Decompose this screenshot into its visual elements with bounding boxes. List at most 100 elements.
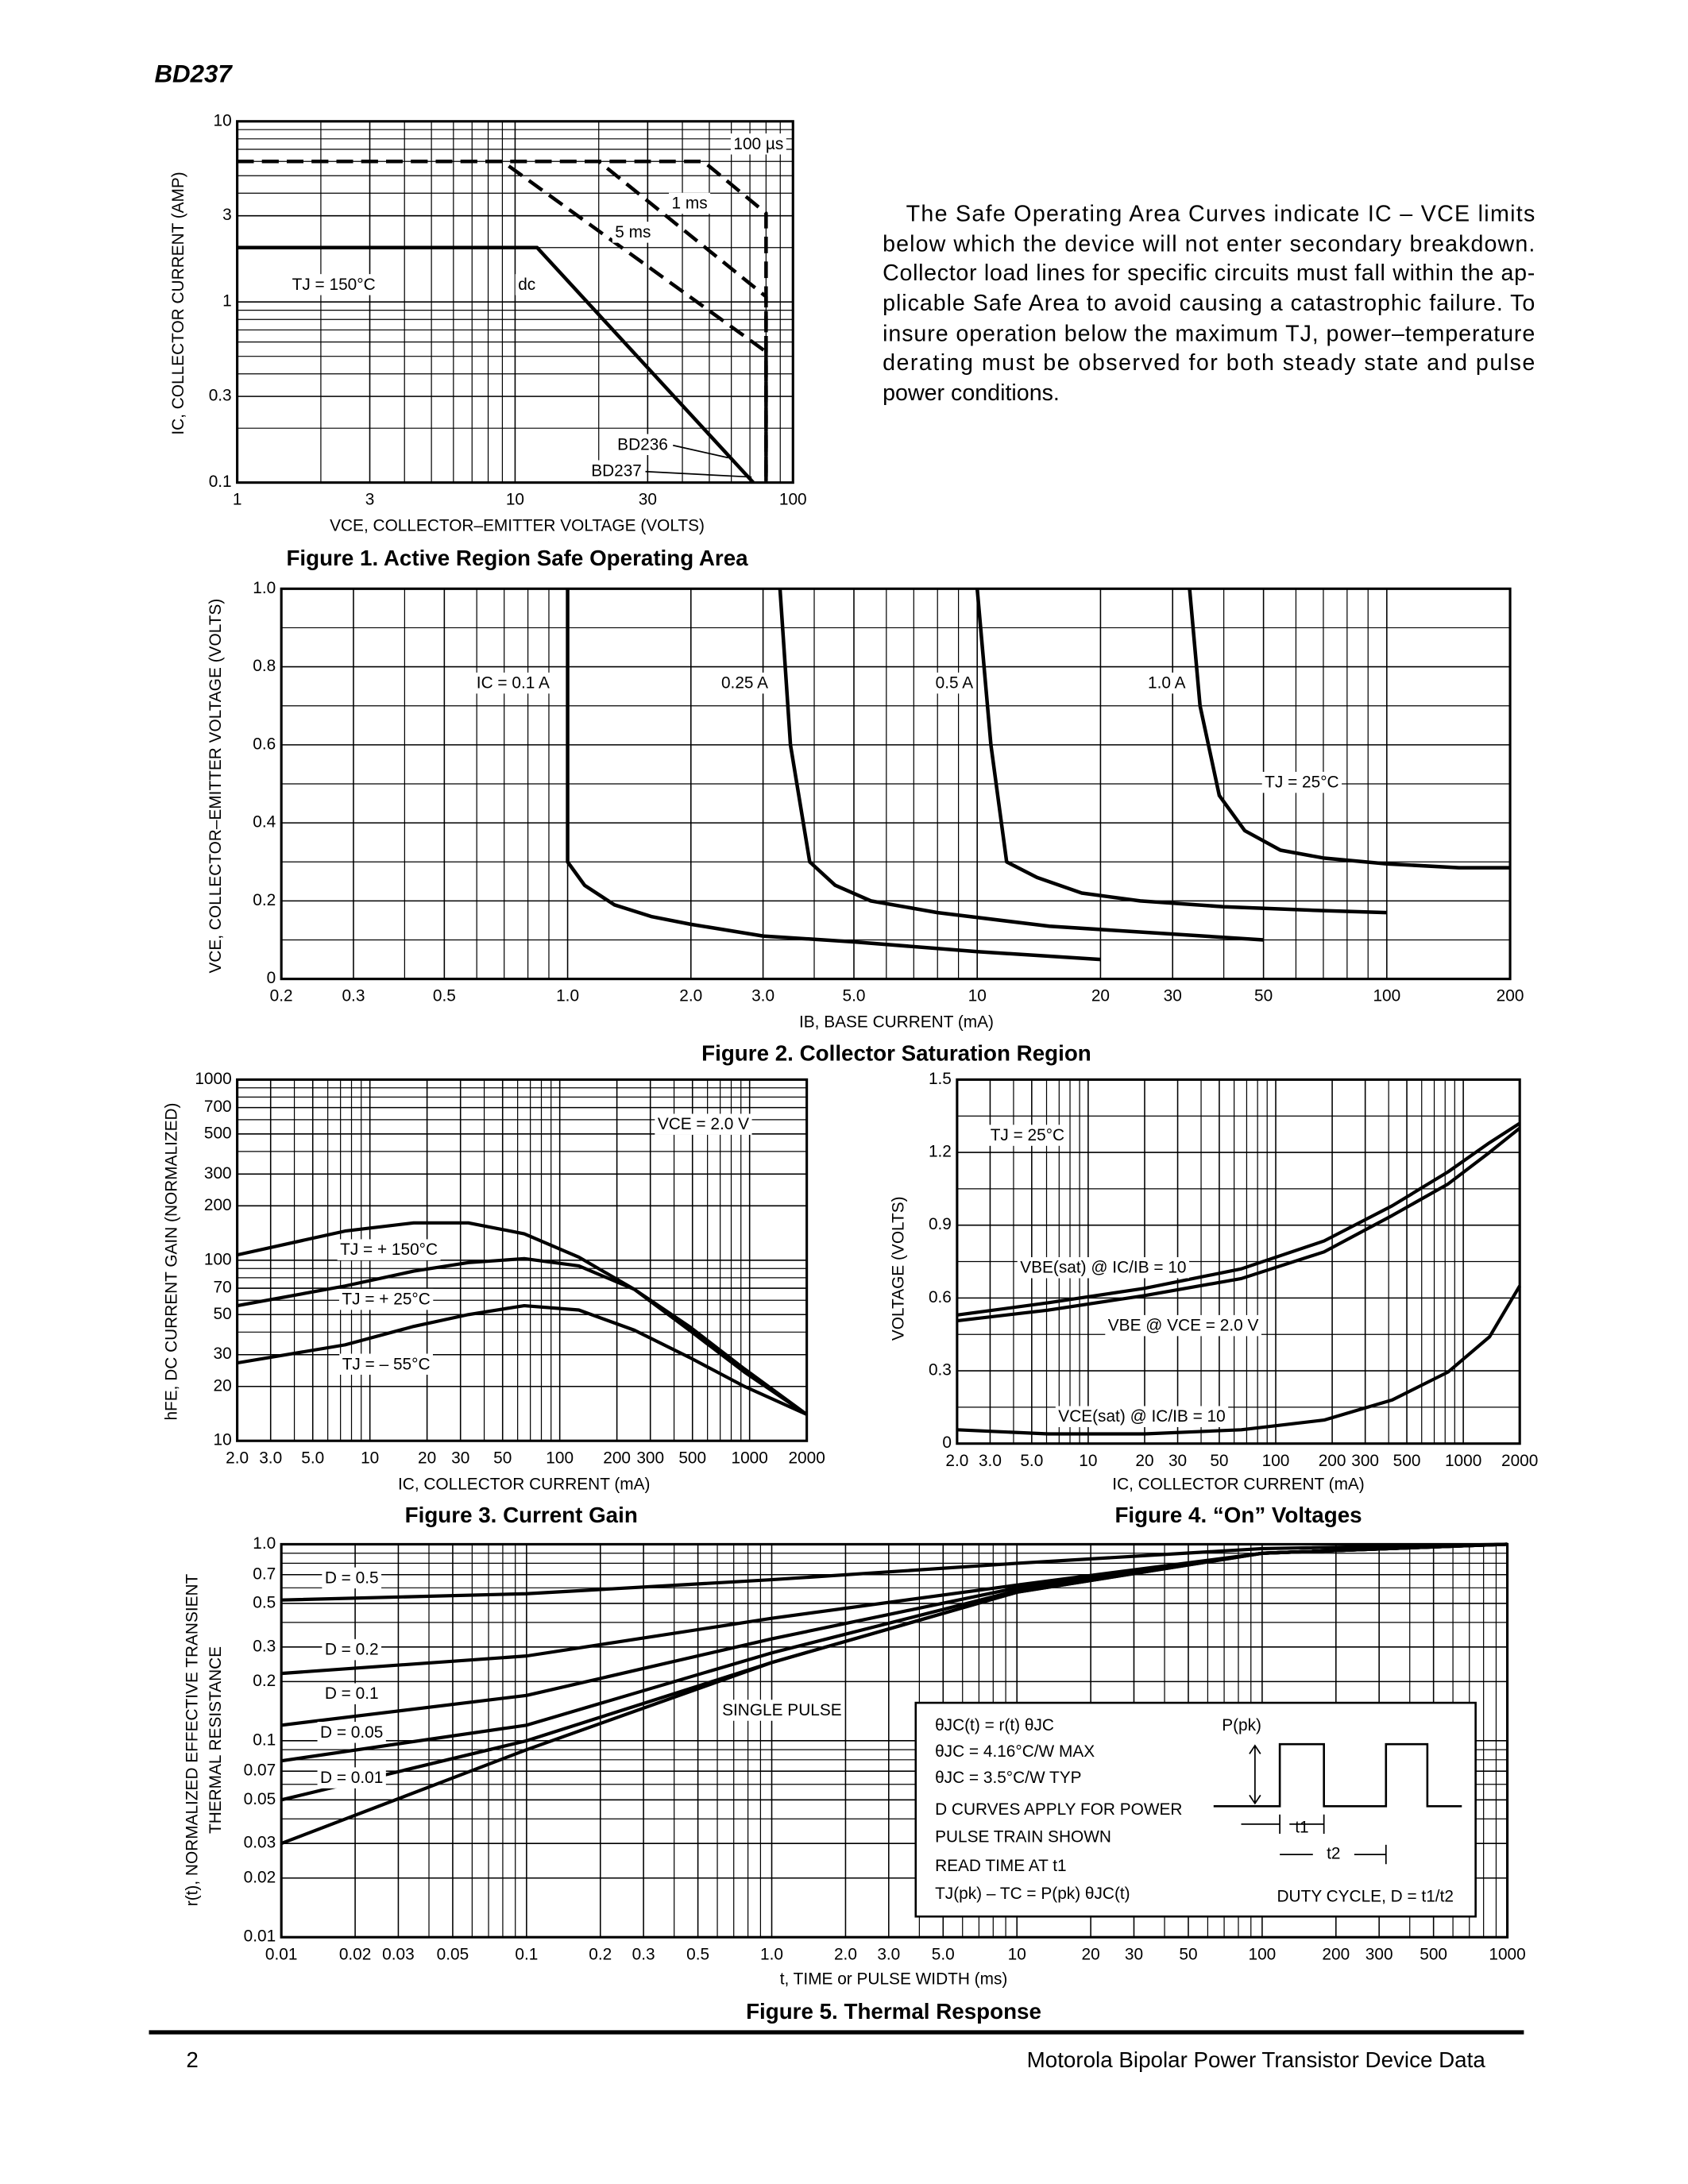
x-tick-label: 500 xyxy=(1393,1452,1421,1470)
annotation: VCE = 2.0 V xyxy=(658,1115,749,1133)
x-tick-label: 50 xyxy=(1179,1945,1197,1963)
inset-line: D CURVES APPLY FOR POWER xyxy=(935,1800,1182,1819)
series-label: dc xyxy=(518,276,535,294)
y-tick-label: 1.0 xyxy=(253,1534,276,1553)
duty-cycle: DUTY CYCLE, D = t1/t2 xyxy=(1277,1887,1454,1905)
plot-frame xyxy=(956,1078,1521,1445)
x-tick-label: 3.0 xyxy=(259,1449,282,1467)
y-tick-label: 0.5 xyxy=(253,1593,276,1611)
x-tick-label: 3 xyxy=(365,491,375,509)
label-background xyxy=(317,1767,386,1788)
y-tick-label: 0.1 xyxy=(209,473,232,491)
series-line xyxy=(281,1542,1508,1602)
y-axis-label: VOLTAGE (VOLTS) xyxy=(889,1196,907,1341)
x-tick-label: 20 xyxy=(418,1449,436,1467)
inset-line: TJ(pk) – TC = P(pk) θJC(t) xyxy=(935,1885,1130,1903)
x-axis-label: t, TIME or PULSE WIDTH (ms) xyxy=(780,1970,1008,1989)
y-axis-label: IC, COLLECTOR CURRENT (AMP) xyxy=(169,172,187,434)
x-tick-label: 30 xyxy=(1164,987,1182,1005)
y-tick-label: 0.03 xyxy=(244,1834,276,1852)
x-tick-label: 200 xyxy=(603,1449,631,1467)
y-tick-label: 300 xyxy=(204,1164,232,1183)
x-tick-label: 0.2 xyxy=(589,1945,612,1963)
label-background xyxy=(1105,1314,1261,1337)
series-line xyxy=(956,1285,1521,1436)
x-tick-label: 2.0 xyxy=(226,1449,249,1467)
x-tick-label: 2000 xyxy=(788,1449,825,1467)
x-tick-label: 300 xyxy=(1351,1452,1379,1470)
y-tick-label: 1.0 xyxy=(253,579,276,597)
y-tick-label: 10 xyxy=(213,1431,231,1449)
pulse-label: P(pk) xyxy=(1222,1716,1261,1734)
series-label: SINGLE PULSE xyxy=(722,1701,842,1719)
y-tick-label: 10 xyxy=(213,111,231,129)
paragraph-line: below which the device will not enter se… xyxy=(883,232,1535,257)
paragraph-line: The Safe Operating Area Curves indicate … xyxy=(906,201,1535,226)
label-background xyxy=(317,1722,386,1743)
label-background xyxy=(612,222,654,243)
y-tick-label: 1000 xyxy=(195,1070,231,1088)
x-tick-label: 2.0 xyxy=(834,1945,857,1963)
plot-frame xyxy=(236,1078,809,1442)
y-tick-label: 1.5 xyxy=(929,1070,952,1088)
y-tick-label: 0.3 xyxy=(253,1637,276,1655)
series-label: 0.5 A xyxy=(936,674,974,693)
x-tick-label: 2.0 xyxy=(945,1452,968,1470)
inset-line: PULSE TRAIN SHOWN xyxy=(935,1828,1111,1846)
x-tick-label: 5.0 xyxy=(1020,1452,1043,1470)
x-tick-label: 10 xyxy=(506,491,524,509)
series-label: 0.25 A xyxy=(721,674,768,693)
label-background xyxy=(338,1288,434,1310)
y-tick-label: 3 xyxy=(222,206,232,224)
page-number: 2 xyxy=(186,2047,198,2072)
x-tick-label: 20 xyxy=(1082,1945,1100,1963)
y-tick-label: 0.3 xyxy=(209,387,232,405)
y-tick-label: 50 xyxy=(213,1305,231,1323)
series-label: D = 0.5 xyxy=(325,1569,379,1587)
series-label: IC = 0.1 A xyxy=(477,674,550,693)
x-tick-label: 200 xyxy=(1497,987,1524,1005)
x-tick-label: 30 xyxy=(1125,1945,1143,1963)
x-tick-label: 2.0 xyxy=(679,987,702,1005)
x-tick-label: 30 xyxy=(1168,1452,1187,1470)
t2-label: t2 xyxy=(1327,1845,1340,1863)
series-line xyxy=(956,1121,1521,1317)
series-line xyxy=(237,1221,808,1416)
series-label: VBE @ VCE = 2.0 V xyxy=(1108,1317,1259,1335)
series-line xyxy=(566,588,1101,962)
series-label: VCE(sat) @ IC/IB = 10 xyxy=(1058,1407,1225,1426)
y-tick-label: 0 xyxy=(942,1433,952,1452)
x-tick-label: 50 xyxy=(493,1449,512,1467)
y-tick-label: 0.9 xyxy=(929,1215,952,1233)
thermal-inset: θJC(t) = r(t) θJC θJC = 4.16°C/W MAX θJC… xyxy=(914,1701,1477,1918)
label-background xyxy=(718,672,771,694)
paragraph-line: power conditions. xyxy=(883,380,1060,406)
label-background xyxy=(473,672,553,694)
x-tick-label: 3.0 xyxy=(979,1452,1002,1470)
x-tick-label: 0.05 xyxy=(437,1945,469,1963)
series-line xyxy=(975,588,1387,915)
series-label: TJ = + 150°C xyxy=(340,1241,438,1259)
series-label: D = 0.2 xyxy=(325,1641,379,1659)
inset-line: θJC = 4.16°C/W MAX xyxy=(935,1742,1095,1761)
label-background xyxy=(1055,1406,1229,1427)
plot-frame xyxy=(236,120,794,484)
pulse-dimensions xyxy=(1241,1744,1387,1865)
x-tick-label: 20 xyxy=(1135,1452,1153,1470)
inset-box xyxy=(914,1701,1477,1918)
label-background xyxy=(322,1567,382,1589)
y-tick-label: 0.05 xyxy=(244,1790,276,1808)
inset-line: θJC = 3.5°C/W TYP xyxy=(935,1769,1081,1787)
footer-source: Motorola Bipolar Power Transistor Device… xyxy=(1027,2047,1486,2072)
x-tick-label: 0.01 xyxy=(265,1945,298,1963)
pulse-train xyxy=(1213,1742,1462,1808)
annotation: TJ = 25°C xyxy=(1265,774,1338,792)
body-text: The Safe Operating Area Curves indicate … xyxy=(883,201,1535,406)
label-background xyxy=(289,274,379,295)
inset-line: θJC(t) = r(t) θJC xyxy=(935,1716,1054,1734)
y-tick-label: 30 xyxy=(213,1345,231,1363)
label-background xyxy=(337,1239,441,1260)
annotation: TJ = 150°C xyxy=(292,276,376,294)
annotation: BD236 xyxy=(617,435,668,453)
